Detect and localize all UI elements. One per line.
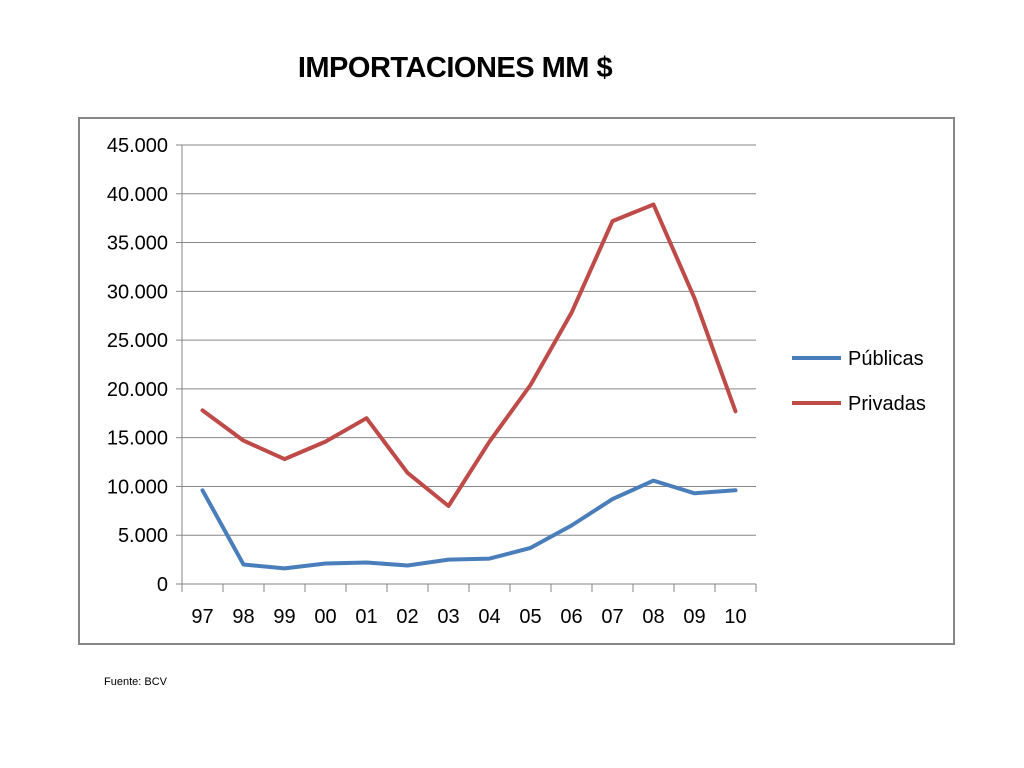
- x-tick-label: 99: [273, 606, 295, 628]
- y-tick-labels: 0 5.000 10.000 15.000 20.000 25.000 30.000 35.0…: [107, 135, 168, 596]
- x-tick-label: 08: [642, 606, 664, 628]
- x-tick-label: 09: [683, 606, 705, 628]
- series-line-p-blicas: [200, 478, 738, 571]
- legend-label: Privadas: [848, 393, 926, 415]
- y-tick-label: 20.000: [107, 379, 168, 401]
- y-tick-label: 30.000: [107, 281, 168, 303]
- page-title: IMPORTACIONES MM $: [297, 52, 613, 84]
- y-tick-label: 5.000: [118, 525, 168, 547]
- y-tick-label: 10.000: [107, 476, 168, 498]
- gridlines: [182, 144, 756, 536]
- y-tick-label: 40.000: [107, 184, 168, 206]
- x-tick-label: 06: [560, 606, 582, 628]
- source-note: Fuente: BCV: [104, 676, 167, 688]
- y-tick-label: 15.000: [107, 428, 168, 450]
- chart-frame: [78, 117, 955, 645]
- x-tick-label: 07: [601, 606, 623, 628]
- x-tick-labels: 97 98 99 00 01 02 03 04 05 06 07 08 09 10: [191, 606, 746, 628]
- x-tick-label: 10: [724, 606, 746, 628]
- x-tick-label: 03: [437, 606, 459, 628]
- legend-label: Públicas: [848, 348, 924, 370]
- y-tick-label: 25.000: [107, 330, 168, 352]
- x-tick-label: 02: [396, 606, 418, 628]
- series-lines: [200, 202, 738, 571]
- x-tick-label: 04: [478, 606, 500, 628]
- y-tick-label: 0: [157, 574, 168, 596]
- x-tick-label: 97: [191, 606, 213, 628]
- x-tick-label: 98: [232, 606, 254, 628]
- x-tick-label: 00: [314, 606, 336, 628]
- series-line-privadas: [200, 202, 738, 508]
- y-tick-label: 45.000: [107, 135, 168, 157]
- x-tick-label: 01: [355, 606, 377, 628]
- y-tick-label: 35.000: [107, 233, 168, 255]
- x-tick-label: 05: [519, 606, 541, 628]
- axes: [176, 144, 757, 592]
- legend: Públicas Privadas: [792, 348, 926, 415]
